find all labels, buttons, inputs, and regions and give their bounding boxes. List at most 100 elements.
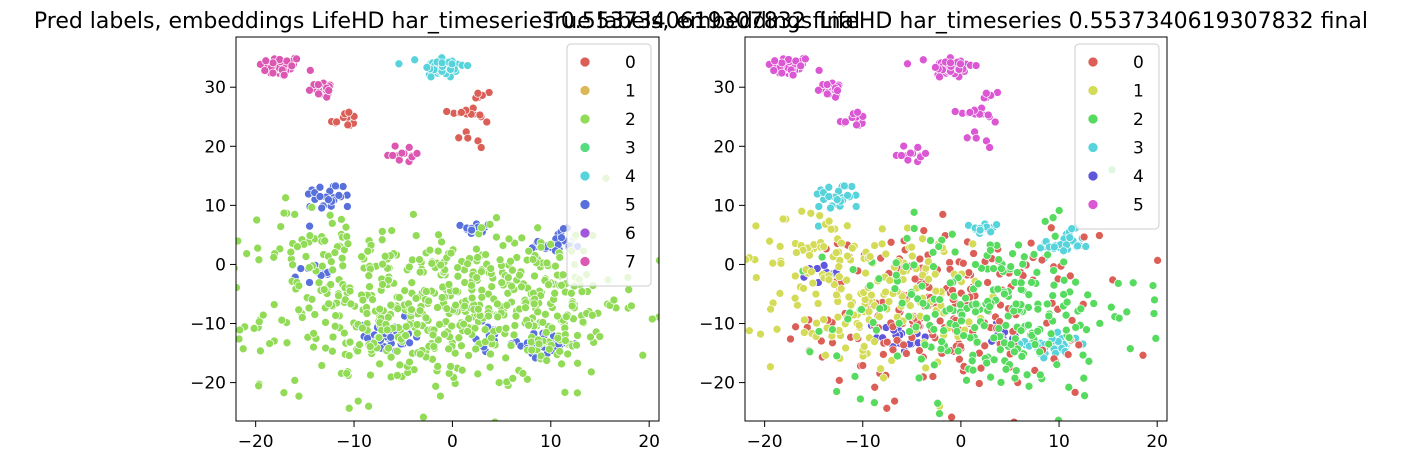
- legend-marker: [579, 85, 591, 96]
- scatter-point: [859, 342, 869, 351]
- scatter-point: [910, 274, 920, 284]
- scatter-point: [769, 66, 779, 75]
- scatter-point: [305, 85, 314, 95]
- scatter-point: [463, 259, 472, 269]
- scatter-point: [1044, 339, 1054, 349]
- legend-marker: [579, 113, 591, 125]
- scatter-point: [386, 300, 396, 310]
- scatter-point: [1049, 266, 1058, 275]
- scatter-point: [832, 290, 841, 300]
- legend-box: [1074, 43, 1160, 230]
- scatter-point: [1113, 279, 1123, 288]
- scatter-point: [1076, 304, 1086, 314]
- scatter-point: [387, 226, 397, 235]
- scatter-point: [472, 244, 481, 254]
- scatter-point: [814, 85, 823, 95]
- scatter-point: [986, 372, 995, 382]
- scatter-point: [429, 342, 439, 351]
- scatter-point: [907, 290, 916, 299]
- left-x-axis: −20 −10 0 10 20: [238, 421, 660, 452]
- scatter-point: [526, 423, 534, 431]
- scatter-point: [962, 375, 971, 385]
- scatter-point: [1036, 243, 1045, 253]
- scatter-point: [1046, 329, 1056, 339]
- scatter-point: [530, 271, 539, 281]
- scatter-point: [957, 316, 966, 326]
- scatter-point: [249, 324, 259, 333]
- scatter-point: [304, 263, 314, 272]
- scatter-point: [544, 280, 553, 290]
- scatter-point: [401, 322, 411, 331]
- scatter-point: [647, 314, 657, 324]
- scatter-point: [282, 338, 292, 348]
- scatter-point: [1079, 232, 1089, 242]
- scatter-point: [453, 271, 463, 281]
- scatter-point: [1048, 213, 1058, 223]
- scatter-point: [446, 362, 455, 371]
- legend-marker: [1087, 170, 1099, 182]
- scatter-point: [811, 289, 821, 299]
- scatter-point: [1011, 299, 1021, 309]
- scatter-point: [921, 149, 930, 158]
- scatter-point: [366, 370, 375, 380]
- scatter-point: [881, 249, 891, 259]
- scatter-point: [1008, 249, 1017, 259]
- legend-label: 1: [625, 82, 636, 102]
- scatter-point: [1151, 334, 1161, 343]
- scatter-point: [442, 107, 452, 116]
- scatter-point: [1059, 246, 1068, 256]
- scatter-point: [527, 345, 537, 355]
- scatter-point: [595, 332, 605, 341]
- scatter-point: [276, 222, 286, 231]
- scatter-point: [524, 320, 533, 330]
- scatter-point: [1042, 299, 1052, 309]
- scatter-point: [386, 332, 396, 342]
- scatter-point: [473, 88, 483, 98]
- scatter-point: [931, 63, 940, 72]
- scatter-point: [447, 321, 457, 331]
- scatter-point: [865, 281, 875, 291]
- scatter-point: [947, 412, 956, 421]
- scatter-point: [346, 299, 356, 309]
- y-tick-label: 0: [215, 255, 226, 275]
- legend-marker: [1087, 113, 1099, 125]
- left-legend: 0 1 2 3 4 5 6 7: [566, 43, 652, 287]
- scatter-point: [486, 333, 496, 343]
- scatter-point: [1138, 350, 1148, 360]
- scatter-point: [544, 344, 554, 354]
- legend-label: 0: [625, 53, 636, 73]
- scatter-point: [1128, 278, 1138, 288]
- scatter-point: [497, 278, 507, 287]
- scatter-point: [501, 323, 511, 333]
- scatter-point: [996, 378, 1006, 387]
- scatter-point: [624, 285, 634, 295]
- scatter-point: [561, 336, 570, 345]
- scatter-point: [546, 240, 555, 249]
- scatter-point: [1024, 381, 1034, 391]
- scatter-point: [903, 59, 912, 69]
- scatter-point: [508, 265, 517, 275]
- scatter-point: [979, 321, 989, 331]
- scatter-point: [1000, 289, 1009, 299]
- right-legend: 0 1 2 3 4 5: [1074, 43, 1160, 230]
- scatter-point: [1065, 271, 1075, 281]
- scatter-point: [288, 260, 297, 270]
- scatter-point: [254, 317, 264, 327]
- scatter-point: [745, 255, 751, 264]
- scatter-point: [886, 237, 896, 247]
- scatter-point: [972, 337, 982, 347]
- scatter-point: [471, 344, 481, 354]
- scatter-point: [475, 110, 485, 120]
- scatter-point: [847, 182, 857, 191]
- scatter-point: [342, 232, 352, 241]
- scatter-point: [345, 337, 355, 347]
- scatter-point: [885, 276, 895, 285]
- scatter-point: [918, 234, 927, 244]
- scatter-point: [1022, 370, 1032, 380]
- scatter-point: [786, 334, 795, 344]
- scatter-point: [857, 305, 866, 314]
- scatter-point: [852, 332, 861, 341]
- scatter-point: [331, 311, 340, 320]
- scatter-point: [1149, 309, 1159, 318]
- scatter-point: [1150, 295, 1159, 305]
